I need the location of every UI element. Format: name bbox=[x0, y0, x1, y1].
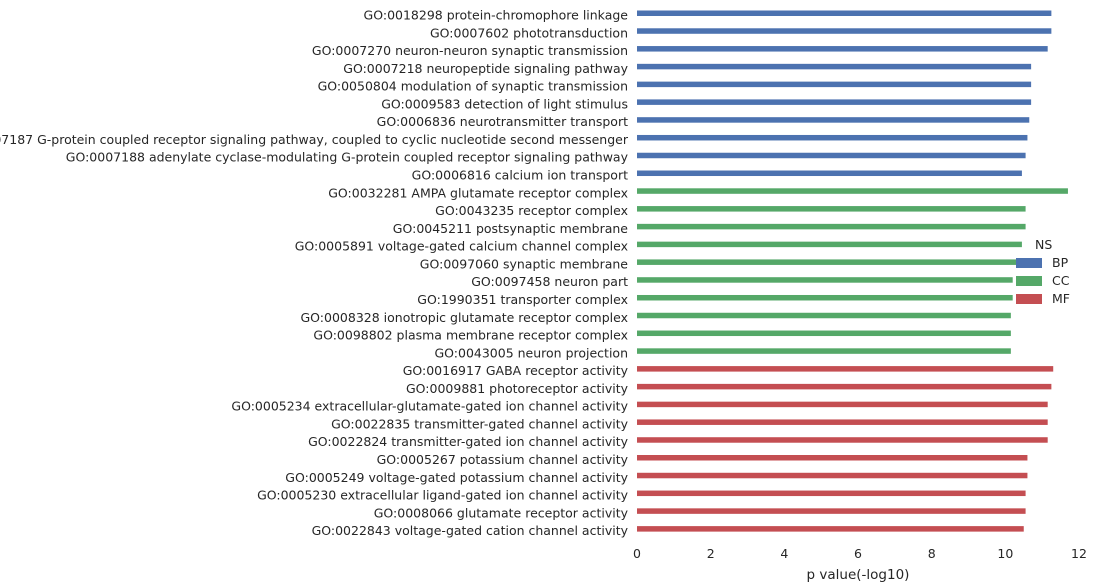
category-label: GO:0007187 G-protein coupled receptor si… bbox=[0, 132, 629, 147]
category-label: GO:0098802 plasma membrane receptor comp… bbox=[313, 328, 628, 343]
bar-cc bbox=[637, 330, 1011, 337]
category-label: GO:0009881 photoreceptor activity bbox=[406, 381, 629, 396]
bars-group bbox=[637, 10, 1068, 532]
bar-cc bbox=[637, 277, 1013, 283]
bar-bp bbox=[637, 170, 1022, 177]
category-label: GO:0005267 potassium channel activity bbox=[377, 452, 629, 467]
x-tick-label: 0 bbox=[633, 546, 641, 561]
category-label: GO:0007602 phototransduction bbox=[430, 25, 628, 40]
legend-swatch-bp bbox=[1016, 258, 1042, 268]
category-label: GO:0008328 ionotropic glutamate receptor… bbox=[301, 310, 629, 325]
bar-bp bbox=[637, 99, 1032, 105]
bar-bp bbox=[637, 63, 1032, 70]
bar-cc bbox=[637, 259, 1017, 265]
bar-mf bbox=[637, 419, 1048, 425]
x-tick-label: 12 bbox=[1071, 546, 1087, 561]
legend-title: NS bbox=[1035, 237, 1052, 252]
category-label: GO:0005230 extracellular ligand-gated io… bbox=[257, 488, 629, 503]
category-label: GO:0005249 voltage-gated potassium chann… bbox=[285, 470, 628, 485]
category-label: GO:0097458 neuron part bbox=[471, 274, 628, 289]
category-labels: GO:0018298 protein-chromophore linkage GO… bbox=[0, 8, 629, 539]
category-label: GO:0007270 neuron-neuron synaptic transm… bbox=[312, 43, 628, 58]
category-label: GO:0007188 adenylate cyclase-modulating … bbox=[66, 150, 629, 165]
x-tick-label: 2 bbox=[707, 546, 715, 561]
category-label: GO:0006816 calcium ion transport bbox=[412, 168, 628, 183]
bar-bp bbox=[637, 152, 1026, 159]
bar-mf bbox=[637, 383, 1052, 390]
legend-swatch-cc bbox=[1016, 276, 1042, 286]
legend-label-bp: BP bbox=[1052, 255, 1069, 270]
category-label: GO:0022835 transmitter-gated channel act… bbox=[331, 416, 628, 431]
bar-mf bbox=[637, 366, 1054, 372]
x-tick-label: 4 bbox=[780, 546, 788, 561]
category-label: GO:0043235 receptor complex bbox=[435, 203, 628, 218]
bar-mf bbox=[637, 490, 1026, 497]
bar-cc bbox=[637, 206, 1026, 212]
bar-cc bbox=[637, 241, 1022, 248]
bar-bp bbox=[637, 81, 1032, 88]
category-label: GO:0018298 protein-chromophore linkage bbox=[364, 8, 629, 23]
bar-cc bbox=[637, 294, 1013, 301]
category-label: GO:0043005 neuron projection bbox=[434, 345, 628, 360]
category-label: GO:0045211 postsynaptic membrane bbox=[393, 221, 629, 236]
category-label: GO:0005234 extracellular-glutamate-gated… bbox=[231, 399, 628, 414]
bar-bp bbox=[637, 28, 1052, 34]
bar-mf bbox=[637, 472, 1028, 479]
x-tick-label: 10 bbox=[997, 546, 1013, 561]
category-label: GO:0032281 AMPA glutamate receptor compl… bbox=[328, 185, 628, 200]
category-label: GO:1990351 transporter complex bbox=[417, 292, 628, 307]
bar-mf bbox=[637, 526, 1024, 532]
x-axis-ticks: 0 2 4 6 8 10 12 bbox=[633, 546, 1087, 561]
category-label: GO:0007218 neuropeptide signaling pathwa… bbox=[343, 61, 628, 76]
category-label: GO:0006836 neurotransmitter transport bbox=[377, 114, 628, 129]
bar-bp bbox=[637, 10, 1052, 16]
legend-label-cc: CC bbox=[1052, 273, 1070, 288]
category-label: GO:0005891 voltage-gated calcium channel… bbox=[295, 239, 628, 254]
bar-mf bbox=[637, 455, 1028, 461]
bar-cc bbox=[637, 223, 1026, 230]
category-label: GO:0008066 glutamate receptor activity bbox=[374, 505, 629, 520]
bar-cc bbox=[637, 188, 1068, 194]
legend-label-mf: MF bbox=[1052, 291, 1070, 306]
category-label: GO:0022843 voltage-gated cation channel … bbox=[312, 523, 629, 538]
category-label: GO:0022824 transmitter-gated ion channel… bbox=[308, 434, 629, 449]
bar-bp bbox=[637, 134, 1028, 141]
legend: NS BP CC MF bbox=[1016, 237, 1070, 306]
x-tick-label: 6 bbox=[854, 546, 862, 561]
category-label: GO:0016917 GABA receptor activity bbox=[403, 363, 629, 378]
bar-bp bbox=[637, 46, 1048, 52]
x-tick-label: 8 bbox=[928, 546, 936, 561]
category-label: GO:0050804 modulation of synaptic transm… bbox=[318, 79, 628, 94]
bar-cc bbox=[637, 312, 1011, 319]
bar-mf bbox=[637, 508, 1026, 514]
legend-entries: BP CC MF bbox=[1016, 255, 1070, 306]
x-axis-label: p value(-log10) bbox=[807, 567, 910, 583]
category-label: GO:0009583 detection of light stimulus bbox=[381, 96, 628, 111]
bar-bp bbox=[637, 117, 1030, 123]
bar-mf bbox=[637, 401, 1048, 408]
category-label: GO:0097060 synaptic membrane bbox=[420, 256, 629, 271]
bar-mf bbox=[637, 437, 1048, 443]
bar-cc bbox=[637, 348, 1011, 354]
legend-swatch-mf bbox=[1016, 294, 1042, 304]
